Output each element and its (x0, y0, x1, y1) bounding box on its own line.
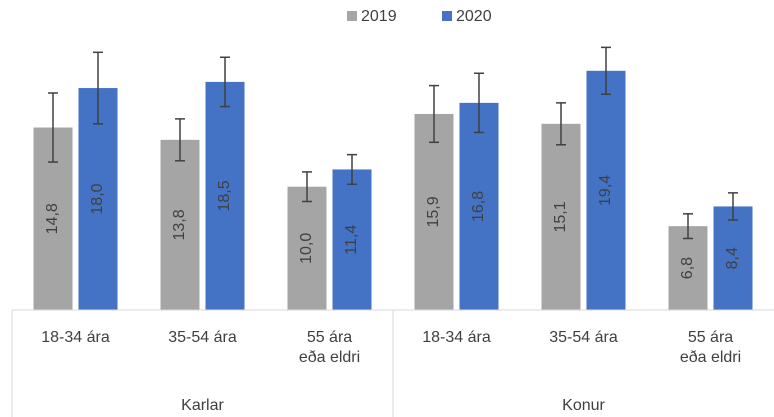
x-tick-label: 55 ára eða eldri (679, 329, 742, 366)
legend-swatch (442, 11, 452, 21)
data-label: 16,8 (470, 191, 487, 222)
group-label: Konur (562, 397, 605, 414)
bar (414, 113, 454, 310)
data-label: 14,8 (44, 203, 61, 234)
data-label: 6,8 (679, 257, 696, 279)
data-label: 18,5 (216, 180, 233, 211)
bar (586, 70, 626, 310)
legend-label: 2019 (361, 8, 397, 25)
data-label: 18,0 (89, 183, 106, 214)
bar (541, 123, 581, 310)
bar (287, 186, 327, 310)
bar (713, 206, 753, 310)
data-label: 8,4 (724, 247, 741, 269)
bar (160, 139, 200, 310)
x-tick-label: 35-54 ára (168, 329, 237, 346)
bar (205, 81, 245, 311)
bar (459, 102, 499, 310)
bar (668, 226, 708, 310)
x-tick-label: 35-54 ára (549, 329, 618, 346)
legend-label: 2020 (456, 8, 492, 25)
data-label: 19,4 (597, 175, 614, 206)
data-label: 13,8 (171, 209, 188, 240)
x-tick-label: 18-34 ára (422, 329, 491, 346)
legend-swatch (347, 11, 357, 21)
data-label: 11,4 (343, 225, 360, 255)
x-tick-label: 18-34 ára (41, 329, 110, 346)
data-label: 15,9 (425, 196, 442, 227)
bar (332, 169, 372, 310)
bar (78, 88, 118, 310)
x-tick-label: 55 ára eða eldri (298, 329, 361, 366)
data-label: 15,1 (552, 201, 569, 232)
group-label: Karlar (181, 397, 224, 414)
data-label: 10,0 (298, 233, 315, 264)
